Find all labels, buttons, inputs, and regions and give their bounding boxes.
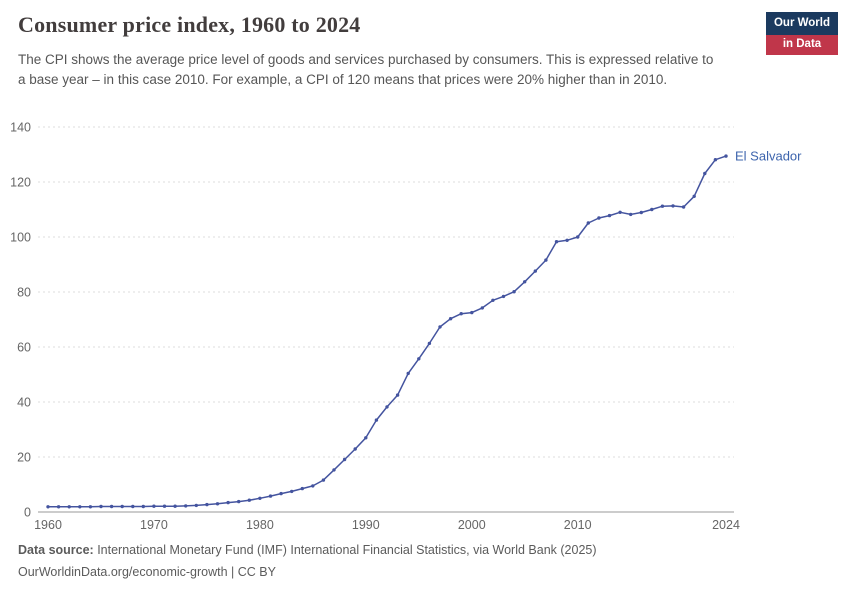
x-tick-label: 2000 (458, 518, 486, 532)
data-point (470, 310, 474, 315)
data-point (342, 457, 347, 462)
y-tick-label: 60 (17, 341, 31, 355)
data-point (565, 238, 569, 242)
data-point (459, 312, 463, 316)
y-tick-label: 100 (10, 231, 31, 245)
data-point (173, 504, 177, 508)
chart-footer: Data source: International Monetary Fund… (18, 540, 832, 584)
data-point (237, 499, 241, 504)
owid-logo[interactable]: Our World in Data (766, 12, 838, 55)
y-tick-label: 140 (10, 121, 31, 135)
data-point (501, 294, 506, 299)
chart-subtitle: The CPI shows the average price level of… (18, 52, 714, 88)
y-tick-label: 80 (17, 286, 31, 300)
data-point (184, 504, 188, 508)
data-point (533, 269, 537, 273)
data-point (713, 158, 718, 162)
data-point (597, 216, 601, 220)
data-point (448, 317, 453, 321)
data-point (215, 502, 220, 506)
data-point (152, 504, 156, 508)
x-tick-label: 2010 (564, 518, 592, 532)
owid-logo-line1: Our World (766, 12, 838, 35)
data-point (279, 491, 283, 496)
license-line: OurWorldinData.org/economic-growth | CC … (18, 564, 276, 579)
data-point (332, 468, 336, 472)
y-tick-label: 20 (17, 451, 31, 465)
data-point (576, 235, 580, 239)
data-point (681, 205, 686, 209)
data-point (141, 504, 145, 509)
data-point (417, 357, 421, 361)
data-point (544, 258, 548, 262)
data-point (406, 371, 410, 376)
owid-logo-line2: in Data (766, 34, 838, 55)
data-point (46, 505, 50, 509)
data-point (480, 306, 484, 310)
data-point (162, 504, 167, 508)
data-point (586, 221, 590, 225)
data-point (438, 325, 442, 329)
x-tick-label: 1980 (246, 518, 274, 532)
data-point (491, 298, 495, 302)
data-point (56, 505, 61, 509)
line-chart: 0 20 40 60 80 100 120 140 1960 1970 1980 1990 2000 20… (0, 106, 850, 542)
data-point (703, 171, 707, 176)
data-point (226, 500, 230, 505)
data-point (88, 505, 93, 509)
data-point (99, 504, 103, 509)
chart-header: Consumer price index, 1960 to 2024 The C… (18, 12, 740, 91)
data-point (364, 436, 368, 440)
data-point (67, 505, 71, 509)
data-point (692, 194, 696, 198)
data-source-line: Data source: International Monetary Fund… (18, 540, 832, 562)
data-point (523, 280, 527, 284)
data-point (374, 418, 379, 422)
data-point (258, 496, 262, 500)
data-point (618, 210, 622, 214)
data-point (629, 212, 633, 217)
data-point (395, 393, 400, 397)
data-point (607, 213, 612, 218)
data-point (120, 504, 124, 509)
data-point (300, 486, 304, 491)
cpi-line-chart-svg: 0 20 40 60 80 100 120 140 1960 1970 1980 1990 2000 20… (10, 121, 802, 533)
data-point (671, 204, 675, 208)
data-point (247, 498, 251, 502)
data-source-text: International Monetary Fund (IMF) Intern… (93, 543, 597, 557)
data-point (268, 494, 273, 498)
entity-label: El Salvador (735, 149, 802, 164)
data-point (353, 447, 357, 451)
y-tick-label: 40 (17, 396, 31, 410)
x-tick-label: 1960 (34, 518, 62, 532)
data-point (78, 505, 82, 509)
cpi-line-el-salvador (48, 155, 727, 508)
data-point (109, 504, 114, 509)
x-tick-label: 1970 (140, 518, 168, 532)
data-point (194, 503, 198, 508)
x-tick-label: 1990 (352, 518, 380, 532)
data-point (724, 154, 728, 158)
data-point (385, 405, 389, 409)
data-point (660, 204, 665, 208)
data-source-label: Data source: (18, 543, 94, 557)
data-point (650, 207, 654, 212)
data-point (311, 484, 315, 488)
data-point (554, 240, 559, 244)
chart-title: Consumer price index, 1960 to 2024 (18, 12, 361, 37)
y-tick-label: 0 (24, 506, 31, 520)
data-point (321, 478, 326, 482)
data-point (131, 504, 135, 509)
data-point (512, 290, 516, 294)
y-tick-label: 120 (10, 176, 31, 190)
data-point (639, 210, 643, 215)
x-tick-label: 2024 (712, 518, 740, 532)
data-point (290, 489, 294, 494)
data-point (205, 502, 209, 507)
data-point (427, 341, 432, 346)
